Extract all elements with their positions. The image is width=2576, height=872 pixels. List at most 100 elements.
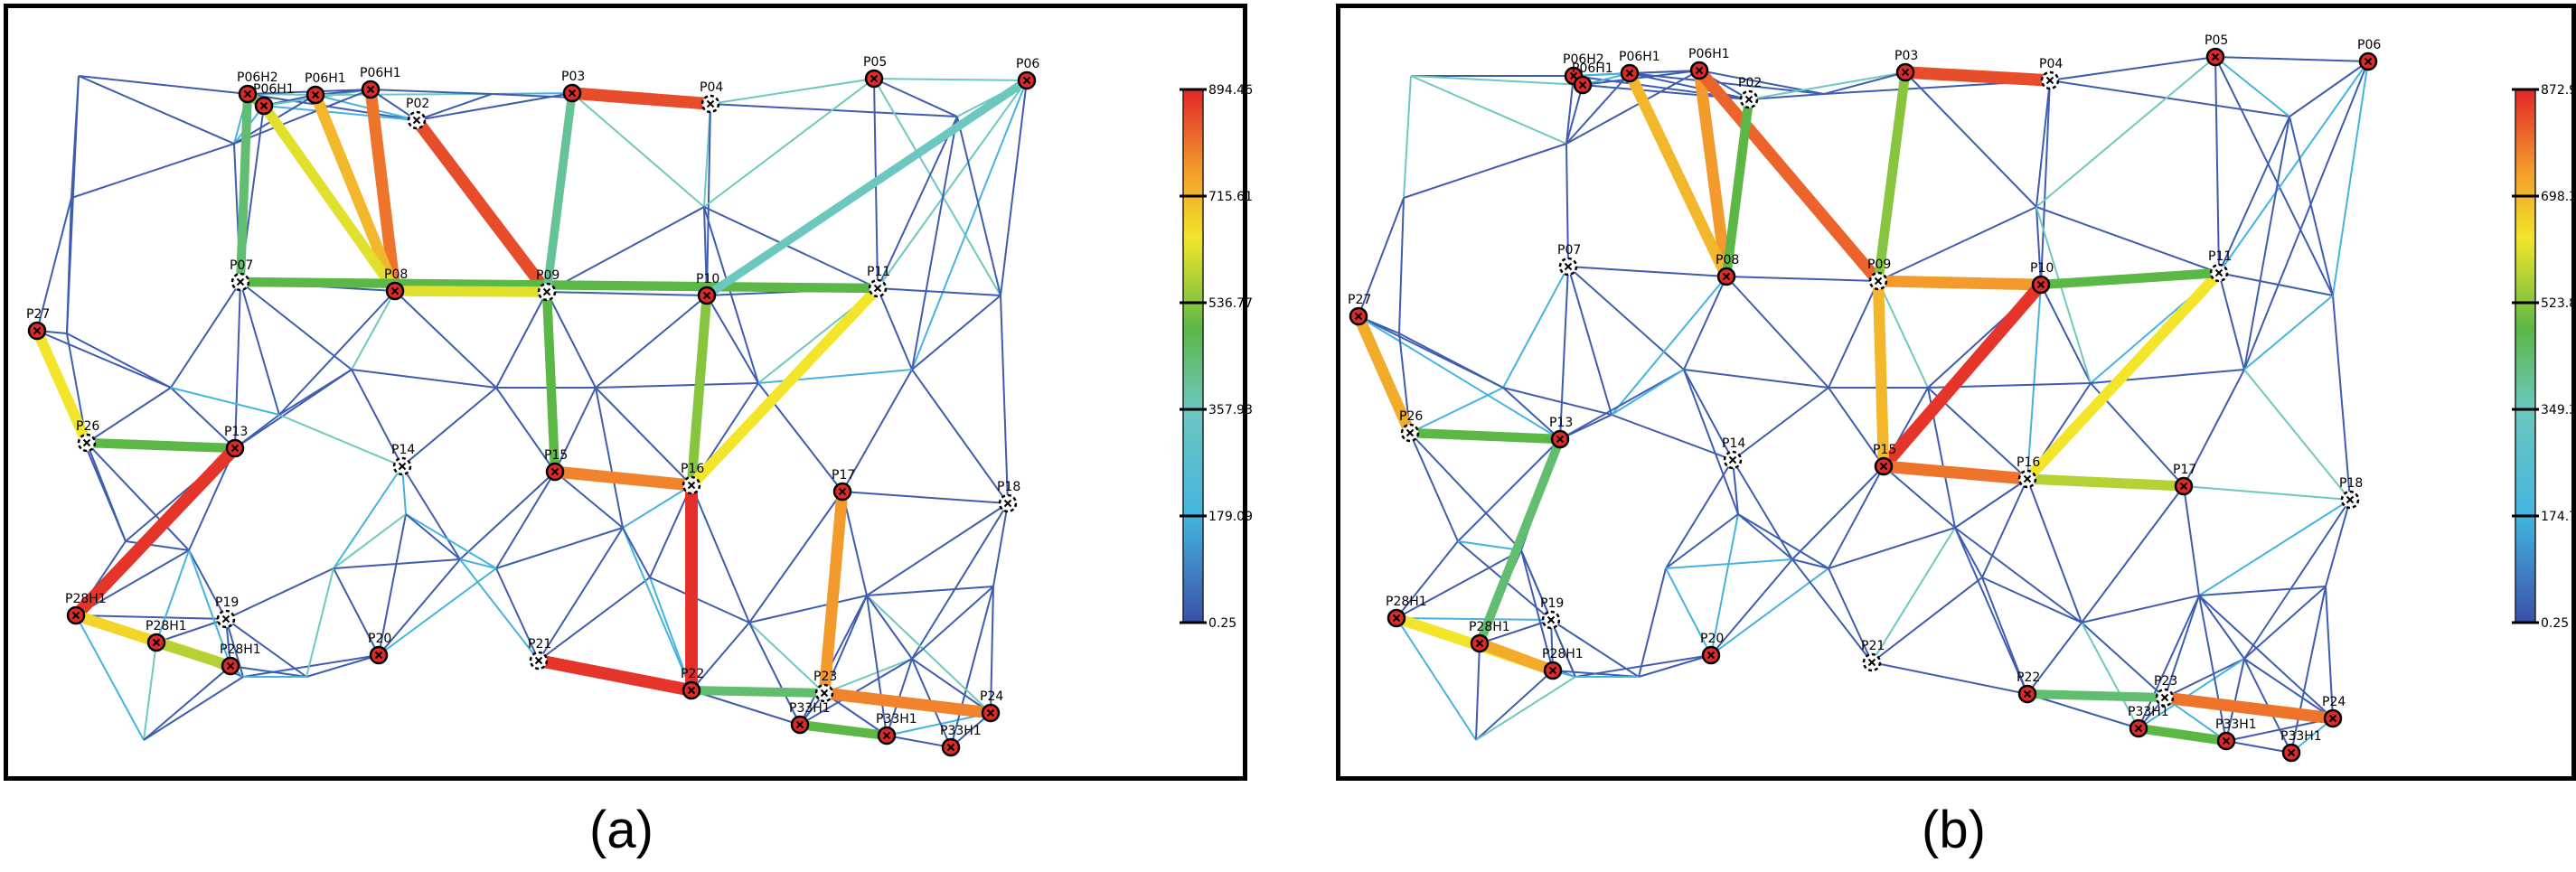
edge <box>495 387 556 473</box>
station-label: P06H1 <box>1688 47 1730 61</box>
station-node: P27 <box>1348 293 1371 326</box>
station-node: P33H1 <box>876 712 917 745</box>
edge <box>1410 75 1567 145</box>
edge <box>546 291 708 296</box>
station-cross-icon <box>2160 693 2169 702</box>
station-label: P08 <box>384 267 408 282</box>
station-label: P17 <box>832 468 855 483</box>
edge <box>71 143 235 199</box>
edge <box>2198 595 2245 660</box>
edge <box>992 502 1009 587</box>
colorbar-tick-label: 698.39 <box>2541 190 2576 204</box>
station-cross-icon <box>71 611 80 620</box>
station-node: P10 <box>2030 261 2054 295</box>
station-node: P07 <box>1557 243 1581 277</box>
station-node: P13 <box>224 425 248 458</box>
edge <box>459 558 540 661</box>
edge <box>78 75 235 145</box>
edge-highlight <box>259 102 400 295</box>
edge <box>911 658 992 714</box>
edge <box>2049 80 2290 117</box>
edge <box>1479 619 1552 644</box>
station-node: P15 <box>1873 443 1896 476</box>
edge <box>306 567 334 678</box>
edge <box>378 567 497 656</box>
edge <box>1502 266 1569 389</box>
colorbar-tick-label: 349.32 <box>2541 403 2576 417</box>
edge <box>1575 654 1712 678</box>
edge <box>2289 61 2369 117</box>
edge <box>1737 513 1793 560</box>
station-label: P04 <box>700 80 723 95</box>
colorbar-gradient <box>2515 89 2536 624</box>
edge <box>1683 369 1739 515</box>
edge <box>416 92 573 121</box>
edge <box>2243 499 2351 660</box>
station-cross-icon <box>2045 76 2054 85</box>
edge <box>2026 622 2082 695</box>
station-node: P04 <box>2039 57 2063 90</box>
station-label: P10 <box>2030 261 2054 276</box>
edge <box>2081 485 2185 624</box>
station-cross-icon <box>1003 499 1012 508</box>
station-label: P08 <box>1716 253 1739 267</box>
network-panel-b: P06H2 P06H1 P06H1 P06H1 P02 P03 P04 P05 P06 P07 P0… <box>1336 4 2576 781</box>
station-cross-icon <box>568 89 577 98</box>
edge <box>143 676 244 741</box>
station-node: P20 <box>1700 632 1724 665</box>
station-label: P06H1 <box>1572 61 1613 76</box>
edge <box>1559 266 1569 440</box>
colorbar-tick-label: 523.85 <box>2541 296 2576 311</box>
station-cross-icon <box>259 101 268 110</box>
edge-highlight <box>1353 314 1415 436</box>
edge <box>1457 540 1522 551</box>
station-label: P22 <box>681 667 704 681</box>
station-node: P24 <box>2322 695 2346 728</box>
station-label: P14 <box>391 443 415 457</box>
edge <box>1710 567 1829 656</box>
edge <box>1828 387 1885 467</box>
colorbar-tick-label: 357.93 <box>1208 403 1253 417</box>
edge <box>1410 75 1584 86</box>
edge <box>1748 93 1825 100</box>
station-label: P17 <box>2173 463 2196 477</box>
edge <box>2243 658 2334 719</box>
edge <box>2243 295 2334 370</box>
edge <box>595 387 624 529</box>
edge <box>495 527 624 569</box>
edge <box>315 94 418 121</box>
station-label: P21 <box>528 637 551 652</box>
edge <box>1629 70 1700 74</box>
edge <box>649 577 750 624</box>
edge <box>1823 71 1906 95</box>
edge-highlight <box>364 89 401 292</box>
edge <box>691 622 750 691</box>
edge <box>691 484 750 624</box>
station-node: P19 <box>215 595 239 629</box>
edge <box>278 290 396 416</box>
edge <box>240 281 353 370</box>
edge <box>378 558 461 656</box>
station-node: P33H1 <box>789 701 831 735</box>
station-node: P16 <box>2017 455 2040 489</box>
station-label: P33H1 <box>2128 705 2169 719</box>
edge <box>1409 432 1459 542</box>
edge <box>143 665 231 741</box>
station-label: P16 <box>681 462 704 476</box>
edge <box>866 595 992 714</box>
edge <box>1683 369 1734 461</box>
edge <box>841 369 913 492</box>
station-cross-icon <box>1548 666 1557 675</box>
edge <box>595 295 708 389</box>
station-label: P04 <box>2039 57 2063 71</box>
edge-highlight <box>411 116 552 296</box>
edge <box>2035 56 2216 208</box>
station-label: P24 <box>2322 695 2346 709</box>
station-node: P08 <box>1716 253 1739 286</box>
station-node: P21 <box>528 637 551 670</box>
edge <box>36 197 72 332</box>
edge-highlight <box>818 491 849 694</box>
station-cross-icon <box>795 720 804 729</box>
station-node: P28H1 <box>220 642 261 676</box>
